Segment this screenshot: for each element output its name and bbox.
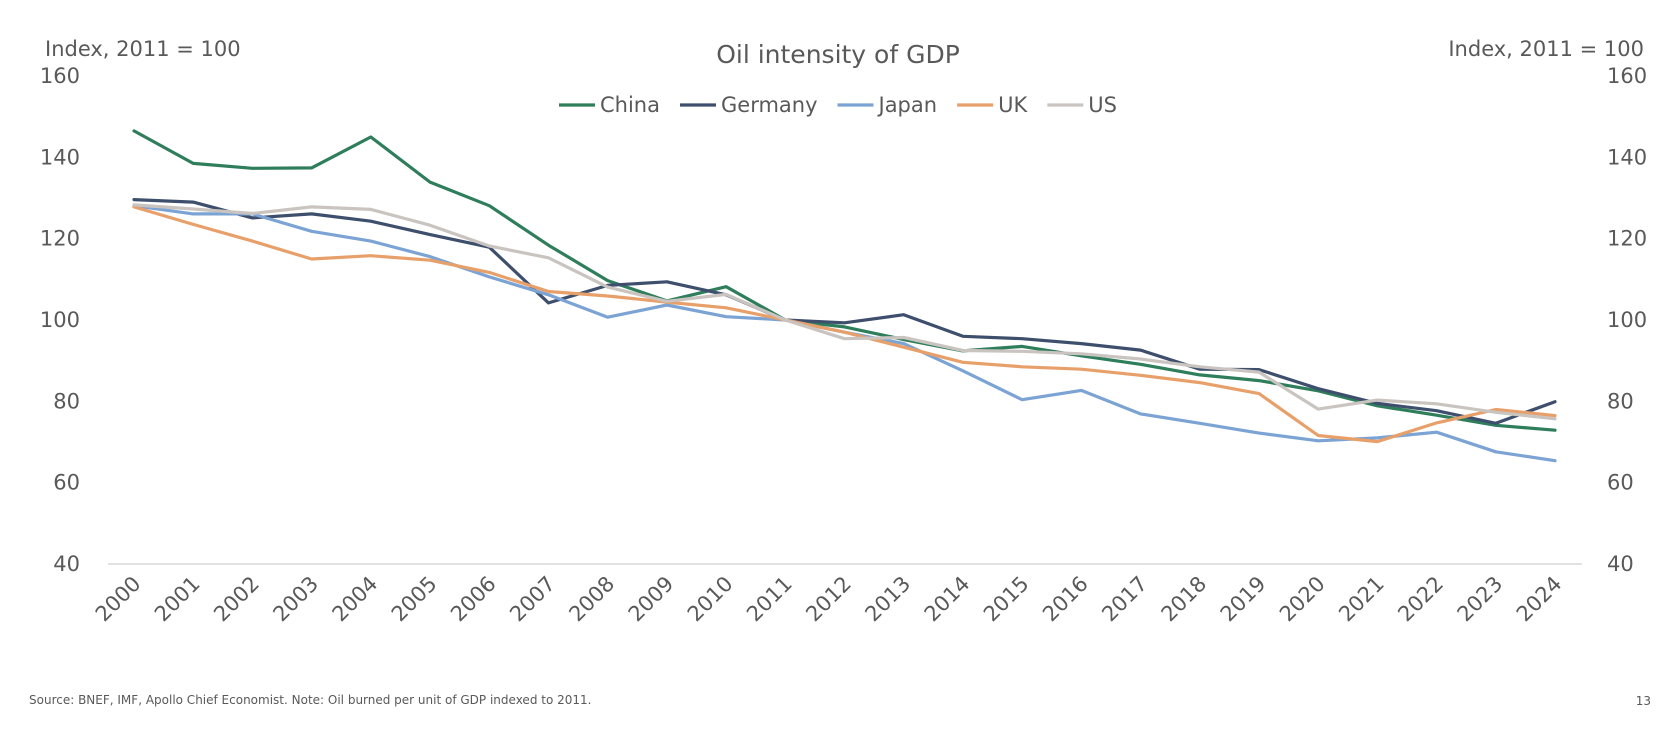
left-y-tick-label: 60 xyxy=(53,471,80,495)
x-tick-label: 2022 xyxy=(1393,572,1448,627)
x-tick-label: 2001 xyxy=(150,572,205,627)
legend-item-us: US xyxy=(1047,93,1117,117)
right-axis-unit: Index, 2011 = 100 xyxy=(1448,37,1644,61)
right-y-tick-label: 100 xyxy=(1607,308,1647,332)
x-axis: 2000 2001 2002 2003 2004 2005 2006 2007 2008 2009… xyxy=(91,572,1567,627)
legend-label: US xyxy=(1088,93,1117,117)
series-line-germany xyxy=(132,198,1557,425)
left-y-tick-label: 40 xyxy=(53,552,80,576)
x-tick-label: 2010 xyxy=(683,572,738,627)
right-y-tick-label: 140 xyxy=(1607,145,1647,169)
legend-item-germany: Germany xyxy=(680,93,818,117)
left-y-tick-label: 160 xyxy=(40,64,80,88)
x-tick-label: 2020 xyxy=(1275,572,1330,627)
legend-label: China xyxy=(600,93,660,117)
right-y-tick-label: 80 xyxy=(1607,389,1634,413)
right-y-tick-label: 60 xyxy=(1607,471,1634,495)
legend-label: UK xyxy=(998,93,1028,117)
x-tick-label: 2003 xyxy=(268,572,323,627)
left-y-tick-label: 120 xyxy=(40,227,80,251)
series-germany xyxy=(132,198,1557,425)
left-y-tick-label: 80 xyxy=(53,389,80,413)
x-tick-label: 2015 xyxy=(979,572,1034,627)
x-tick-label: 2011 xyxy=(742,572,797,627)
source-note: Source: BNEF, IMF, Apollo Chief Economis… xyxy=(29,693,591,707)
x-tick-label: 2013 xyxy=(860,572,915,627)
x-tick-label: 2012 xyxy=(801,572,856,627)
series-line-uk xyxy=(132,205,1557,444)
x-tick-label: 2004 xyxy=(328,572,383,627)
right-y-tick-label: 160 xyxy=(1607,64,1647,88)
legend-label: Japan xyxy=(877,93,938,117)
x-tick-label: 2024 xyxy=(1512,572,1567,627)
series-us xyxy=(132,203,1557,421)
legend-item-japan: Japan xyxy=(837,93,938,117)
series-china xyxy=(132,129,1557,432)
right-y-axis: 40 60 80 100 120 140 160 xyxy=(1607,64,1647,576)
legend-label: Germany xyxy=(721,93,818,117)
series-line-china xyxy=(132,129,1557,432)
legend-item-china: China xyxy=(559,93,660,117)
x-tick-label: 2016 xyxy=(1038,572,1093,627)
series-uk xyxy=(132,205,1557,444)
left-axis-unit: Index, 2011 = 100 xyxy=(45,37,241,61)
x-tick-label: 2023 xyxy=(1453,572,1508,627)
x-tick-label: 2002 xyxy=(209,572,264,627)
legend: China Germany Japan UK US xyxy=(559,93,1117,117)
x-tick-label: 2017 xyxy=(1097,572,1152,627)
right-y-tick-label: 40 xyxy=(1607,552,1634,576)
legend-item-uk: UK xyxy=(957,93,1028,117)
x-tick-label: 2021 xyxy=(1334,572,1389,627)
x-tick-label: 2019 xyxy=(1216,572,1271,627)
series-line-us xyxy=(132,203,1557,421)
left-y-axis: 40 60 80 100 120 140 160 xyxy=(40,64,80,576)
x-tick-label: 2007 xyxy=(505,572,560,627)
x-tick-label: 2008 xyxy=(564,572,619,627)
x-tick-label: 2000 xyxy=(91,572,146,627)
left-y-tick-label: 140 xyxy=(40,145,80,169)
left-y-tick-label: 100 xyxy=(40,308,80,332)
x-tick-label: 2018 xyxy=(1157,572,1212,627)
right-y-tick-label: 120 xyxy=(1607,227,1647,251)
chart-title: Oil intensity of GDP xyxy=(716,40,960,69)
x-tick-label: 2006 xyxy=(446,572,501,627)
series-layer xyxy=(132,129,1557,463)
x-tick-label: 2005 xyxy=(387,572,442,627)
x-tick-label: 2014 xyxy=(920,572,975,627)
x-tick-label: 2009 xyxy=(624,572,679,627)
page-number: 13 xyxy=(1636,694,1651,708)
